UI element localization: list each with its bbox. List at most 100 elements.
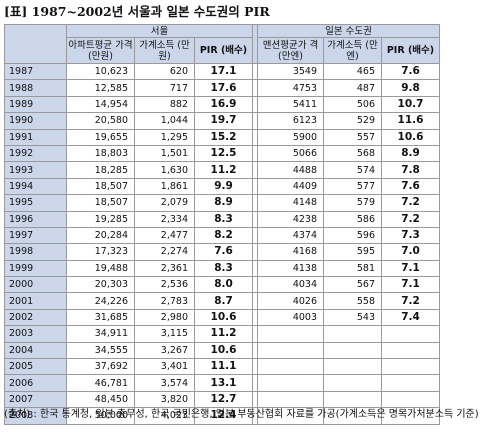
seoul-price-cell: 17,323 xyxy=(66,243,135,261)
japan-pir-cell: 7.1 xyxy=(381,276,440,294)
japan-pir-cell xyxy=(381,358,440,376)
japan-pir-cell: 7.8 xyxy=(381,161,440,179)
japan-price-cell xyxy=(257,341,324,360)
seoul-price-cell: 34,911 xyxy=(66,325,135,343)
japan-pir-cell: 9.8 xyxy=(381,79,440,97)
japan-pir-cell: 7.6 xyxy=(381,62,440,81)
japan-price-cell: 4138 xyxy=(257,259,324,278)
seoul-income-cell: 620 xyxy=(134,62,195,81)
table-row: 2005 37,692 3,401 11.1 xyxy=(4,358,440,376)
japan-price-cell: 6123 xyxy=(257,112,324,130)
seoul-pir-cell: 17.1 xyxy=(194,62,253,81)
japan-income-cell: 557 xyxy=(323,128,382,146)
seoul-income-cell: 2,361 xyxy=(134,259,195,278)
seoul-pir-cell: 8.9 xyxy=(194,194,253,212)
seoul-price-cell: 18,803 xyxy=(66,144,135,163)
japan-pir-cell xyxy=(381,374,440,392)
source-note: (출처) : 한국 통계청, 일본 총무성, 한국 국민은행, 일본 부동산협회… xyxy=(4,409,479,420)
seoul-pir-cell: 12.5 xyxy=(194,144,253,163)
year-cell: 2005 xyxy=(4,358,67,376)
japan-income-cell: 586 xyxy=(323,210,382,228)
year-header xyxy=(4,24,67,64)
seoul-income-cell: 2,980 xyxy=(134,308,195,327)
table-row: 2007 48,450 3,820 12.7 xyxy=(4,390,440,409)
japan-price-cell xyxy=(257,325,324,343)
seoul-pir-cell: 8.3 xyxy=(194,210,253,228)
japan-income-cell xyxy=(323,358,382,376)
seoul-pir-cell: 11.2 xyxy=(194,161,253,179)
year-cell: 2004 xyxy=(4,341,67,360)
year-cell: 2001 xyxy=(4,292,67,310)
japan-income-cell: 577 xyxy=(323,177,382,196)
japan-pir-cell: 7.2 xyxy=(381,292,440,310)
seoul-price-cell: 18,507 xyxy=(66,194,135,212)
table-body: 1987 10,623 620 17.1 3549 465 7.6 1988 12,585 717… xyxy=(4,62,440,425)
seoul-pir-cell: 8.7 xyxy=(194,292,253,310)
seoul-pir-cell: 17.6 xyxy=(194,79,253,97)
japan-price-cell: 4026 xyxy=(257,292,324,310)
japan-income-cell: 595 xyxy=(323,243,382,261)
japan-pir-cell: 7.0 xyxy=(381,243,440,261)
japan-price-cell: 5066 xyxy=(257,144,324,163)
seoul-income-cell: 1,044 xyxy=(134,112,195,130)
year-cell: 1999 xyxy=(4,259,67,278)
japan-income-cell: 465 xyxy=(323,62,382,81)
table-row: 2006 46,781 3,574 13.1 xyxy=(4,374,440,392)
japan-income-cell: 567 xyxy=(323,276,382,294)
seoul-price-cell: 12,585 xyxy=(66,79,135,97)
japan-income-header: 가계소득 (만엔) xyxy=(323,37,382,64)
japan-income-cell: 506 xyxy=(323,95,382,114)
seoul-group-header: 서울 xyxy=(66,24,253,38)
japan-income-cell: 543 xyxy=(323,308,382,327)
japan-price-cell: 5411 xyxy=(257,95,324,114)
seoul-price-cell: 20,580 xyxy=(66,112,135,130)
japan-income-cell: 568 xyxy=(323,144,382,163)
japan-price-cell xyxy=(257,374,324,392)
seoul-pir-cell: 12.4 xyxy=(194,407,253,425)
japan-pir-cell: 7.6 xyxy=(381,177,440,196)
seoul-pir-header: PIR (배수) xyxy=(194,37,253,64)
japan-price-cell: 4374 xyxy=(257,226,324,245)
table-row: 1988 12,585 717 17.6 4753 487 9.8 xyxy=(4,79,440,97)
seoul-pir-cell: 11.1 xyxy=(194,358,253,376)
table-row: 1998 17,323 2,274 7.6 4168 595 7.0 xyxy=(4,243,440,261)
seoul-price-header: 아파트평균 가격(만원) xyxy=(66,37,135,64)
japan-income-cell: 529 xyxy=(323,112,382,130)
year-cell: 1998 xyxy=(4,243,67,261)
table-row: 2004 34,555 3,267 10.6 xyxy=(4,341,440,360)
table-row: 1993 18,285 1,630 11.2 4488 574 7.8 xyxy=(4,161,440,179)
japan-pir-cell: 7.2 xyxy=(381,210,440,228)
seoul-income-cell: 3,574 xyxy=(134,374,195,392)
year-cell: 1997 xyxy=(4,226,67,245)
year-cell: 2006 xyxy=(4,374,67,392)
japan-pir-cell: 11.6 xyxy=(381,112,440,130)
seoul-income-header: 가계소득 (만원) xyxy=(134,37,195,64)
japan-income-cell: 579 xyxy=(323,194,382,212)
seoul-income-cell: 1,861 xyxy=(134,177,195,196)
japan-pir-header: PIR (배수) xyxy=(381,37,440,64)
seoul-income-cell: 2,783 xyxy=(134,292,195,310)
seoul-price-cell: 31,685 xyxy=(66,308,135,327)
seoul-pir-cell: 16.9 xyxy=(194,95,253,114)
japan-price-cell: 4168 xyxy=(257,243,324,261)
table-row: 1991 19,655 1,295 15.2 5900 557 10.6 xyxy=(4,128,440,146)
seoul-pir-cell: 10.6 xyxy=(194,308,253,327)
table-row: 1992 18,803 1,501 12.5 5066 568 8.9 xyxy=(4,144,440,163)
seoul-income-cell: 2,536 xyxy=(134,276,195,294)
seoul-price-cell: 37,692 xyxy=(66,358,135,376)
japan-pir-cell: 10.6 xyxy=(381,128,440,146)
japan-income-cell: 581 xyxy=(323,259,382,278)
japan-income-cell xyxy=(323,374,382,392)
year-cell: 2003 xyxy=(4,325,67,343)
year-cell: 1992 xyxy=(4,144,67,163)
seoul-price-cell: 10,623 xyxy=(66,62,135,81)
seoul-pir-cell: 8.0 xyxy=(194,276,253,294)
table-row: 2002 31,685 2,980 10.6 4003 543 7.4 xyxy=(4,308,440,327)
seoul-income-cell: 2,477 xyxy=(134,226,195,245)
seoul-price-cell: 18,285 xyxy=(66,161,135,179)
table-row: 1990 20,580 1,044 19.7 6123 529 11.6 xyxy=(4,112,440,130)
seoul-pir-cell: 15.2 xyxy=(194,128,253,146)
table-row: 1996 19,285 2,334 8.3 4238 586 7.2 xyxy=(4,210,440,228)
year-cell: 2007 xyxy=(4,390,67,409)
table-row: 1994 18,507 1,861 9.9 4409 577 7.6 xyxy=(4,177,440,196)
